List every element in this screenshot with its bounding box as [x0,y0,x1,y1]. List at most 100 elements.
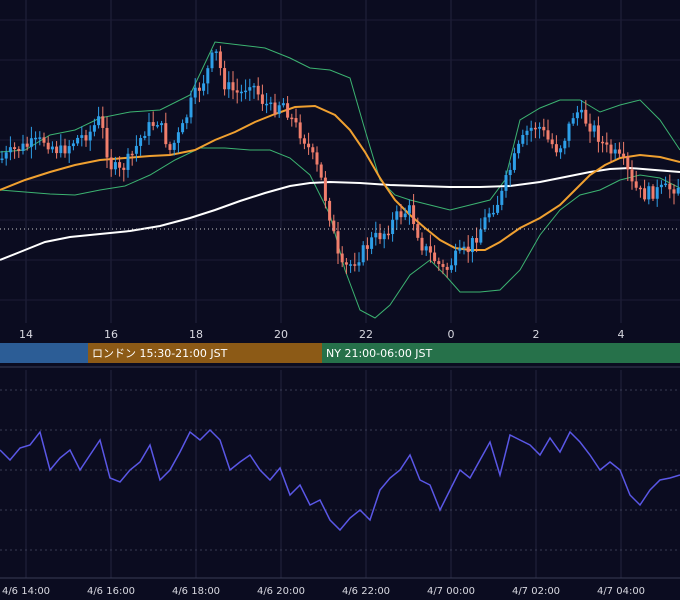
candle-body-136 [571,118,575,124]
candle-body-47 [197,87,201,91]
x-tick-label: 18 [189,328,203,341]
candle-body-133 [559,148,563,153]
candle-body-58 [244,90,248,93]
candle-body-62 [260,94,264,104]
candle-body-127 [533,127,537,130]
candle-body-159 [668,183,672,190]
candle-body-21 [88,131,92,141]
x-tick-label: 0 [448,328,455,341]
candle-body-145 [609,144,613,154]
candle-body-6 [25,143,29,147]
candle-body-49 [206,68,210,84]
candle-body-79 [332,220,336,232]
osc-x-tick-label: 4/6 16:00 [87,586,135,597]
candle-body-35 [147,122,151,136]
candle-body-83 [349,264,353,266]
candle-body-100 [420,237,424,251]
candle-body-122 [512,153,516,170]
candle-body-132 [554,144,558,153]
candle-body-98 [412,205,416,225]
candle-body-34 [143,135,147,139]
candle-body-97 [407,205,411,214]
candle-body-69 [290,117,294,120]
candle-body-107 [449,265,453,270]
candle-body-5 [21,143,25,151]
candle-body-68 [286,103,290,118]
candle-body-70 [294,118,298,123]
candle-body-92 [386,233,390,236]
candle-body-126 [529,127,533,131]
candle-body-8 [34,137,38,140]
candle-body-52 [218,51,222,69]
candle-body-94 [395,211,399,220]
candle-body-156 [655,187,659,199]
candle-body-91 [382,233,386,240]
candle-body-72 [302,138,306,144]
candle-body-74 [311,147,315,153]
candle-body-56 [235,90,239,93]
candle-body-67 [281,103,285,106]
candle-body-50 [210,52,214,69]
candle-body-77 [323,177,327,201]
session-label-2: NY 21:00-06:00 JST [326,347,433,360]
candle-body-85 [357,262,361,266]
candle-body-93 [391,219,395,235]
candle-body-12 [50,146,54,150]
candle-body-109 [458,248,462,251]
osc-x-tick-label: 4/7 02:00 [512,586,560,597]
candle-body-124 [521,134,525,144]
candle-body-154 [647,186,651,200]
candle-body-73 [307,143,311,148]
candle-body-66 [277,105,281,114]
candle-body-129 [542,126,546,131]
candle-body-90 [378,232,382,240]
x-tick-label: 2 [533,328,540,341]
candle-body-38 [160,123,164,126]
candle-body-149 [626,156,630,170]
candle-body-28 [118,162,122,168]
candle-body-64 [269,102,273,105]
candle-body-19 [80,135,84,138]
candle-body-139 [584,109,588,124]
x-tick-label: 16 [104,328,118,341]
x-tick-label: 4 [618,328,625,341]
candles [0,45,680,278]
x-axis-ticks: 14 16 18 20 22 0 2 4 4/6 14:00 4/6 16:00 4/6 18:00… [2,328,645,597]
candle-body-84 [353,264,357,266]
candle-body-10 [42,137,46,143]
candle-body-32 [134,145,138,154]
candle-body-96 [403,213,407,218]
candle-body-0 [0,158,4,161]
candle-body-89 [374,232,378,238]
candle-body-141 [592,125,596,132]
candle-body-134 [563,140,567,149]
candle-body-15 [63,145,67,154]
candle-body-48 [202,83,206,91]
session-segment-1 [88,343,322,363]
candle-body-14 [59,145,63,154]
osc-x-tick-label: 4/7 00:00 [427,586,475,597]
osc-x-tick-label: 4/6 14:00 [2,586,50,597]
candle-body-7 [29,138,33,147]
osc-x-tick-label: 4/6 18:00 [172,586,220,597]
x-tick-label: 14 [19,328,33,341]
candle-body-116 [487,213,491,218]
overlay-lines [0,41,680,319]
candle-body-87 [365,245,369,249]
candle-body-41 [172,142,176,150]
candle-body-140 [588,123,592,132]
ma-fast-line [0,104,680,251]
candle-body-101 [424,246,428,251]
candle-body-105 [441,264,445,267]
candle-body-22 [92,125,96,132]
candle-body-118 [496,204,500,213]
candle-body-4 [17,149,21,151]
candle-body-17 [71,143,75,147]
candle-body-114 [479,229,483,243]
candle-body-26 [109,157,113,170]
candle-body-71 [298,122,302,139]
candle-body-157 [659,184,663,188]
candle-body-99 [416,224,420,238]
candle-body-75 [315,152,319,165]
